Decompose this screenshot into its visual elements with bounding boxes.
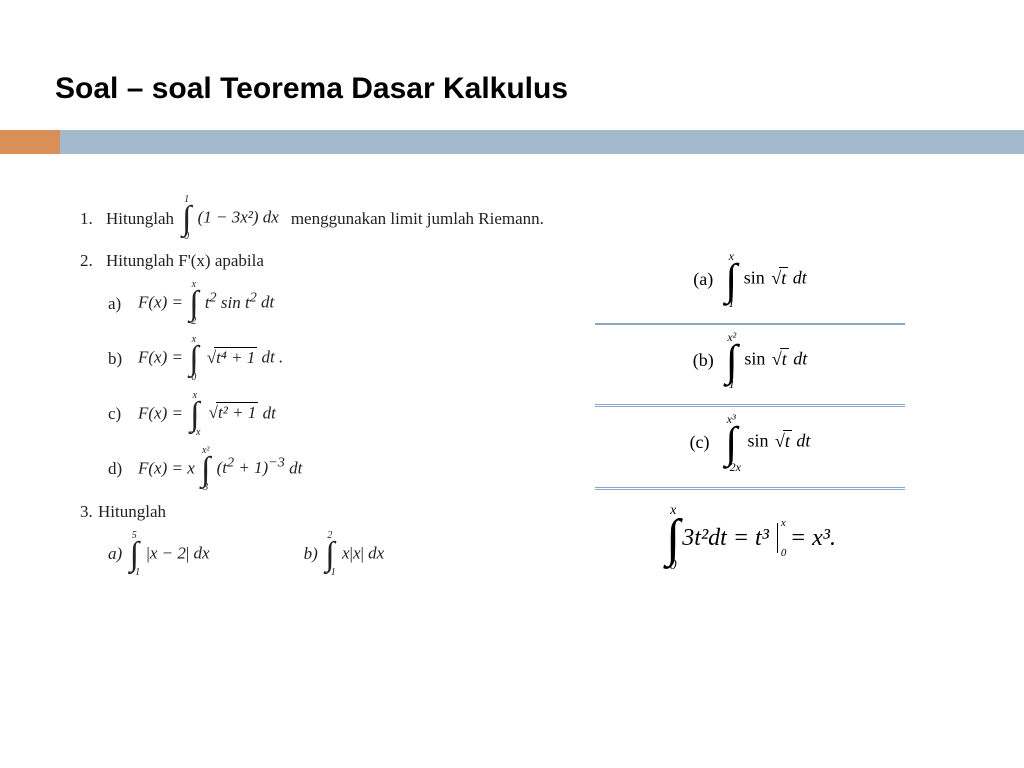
q3-number: 3. bbox=[80, 501, 98, 523]
q2-header: 2. Hitunglah F'(x) apabila bbox=[80, 250, 560, 272]
right-item-a: (a) x ∫ 1 sin t dt bbox=[595, 246, 905, 325]
accent-bar bbox=[0, 130, 1024, 154]
q3b: b) 2 ∫ −1 xx dx bbox=[290, 531, 385, 578]
q2a: a) F(x) = x ∫ 2 t2 sin t2 dt bbox=[80, 280, 560, 327]
q3a: a) 5 ∫ −1 x − 2 dx bbox=[94, 531, 210, 578]
left-content: 1. Hitunglah 1 ∫ 0 (1 − 3x²) dx mengguna… bbox=[80, 195, 560, 578]
q2d: d) F(x) = x x² ∫ 3 (t2 + 1)−3 dt bbox=[80, 446, 560, 493]
right-bottom-equation: x ∫ 0 3t² dt = t³ x 0 = x³. bbox=[595, 504, 905, 574]
q1-post-text: menggunakan limit jumlah Riemann. bbox=[291, 208, 544, 230]
q1-row: 1. Hitunglah 1 ∫ 0 (1 − 3x²) dx mengguna… bbox=[80, 195, 560, 242]
q2b: b) F(x) = x ∫ 0 t⁴ + 1 dt . bbox=[80, 335, 560, 382]
q1-pre-text: Hitunglah bbox=[106, 208, 174, 230]
q3-text: Hitunglah bbox=[98, 501, 166, 523]
accent-right-block bbox=[60, 130, 1024, 154]
q3-items: a) 5 ∫ −1 x − 2 dx b) 2 ∫ −1 xx dx bbox=[94, 531, 560, 578]
q1-integral: 1 ∫ 0 (1 − 3x²) dx bbox=[180, 195, 279, 242]
q3-header: 3. Hitunglah bbox=[80, 501, 560, 523]
q1-number: 1. bbox=[80, 208, 106, 230]
q2c: c) F(x) = x ∫ −x t² + 1 dt bbox=[80, 391, 560, 438]
right-content: (a) x ∫ 1 sin t dt (b) x² ∫ 1 sin t dt (… bbox=[595, 246, 905, 573]
q2-text: Hitunglah F'(x) apabila bbox=[106, 250, 264, 272]
right-item-b: (b) x² ∫ 1 sin t dt bbox=[595, 327, 905, 407]
q2-number: 2. bbox=[80, 250, 106, 272]
slide-title: Soal – soal Teorema Dasar Kalkulus bbox=[55, 72, 568, 106]
accent-left-block bbox=[0, 130, 60, 154]
right-item-c: (c) x³ ∫ −2x sin t dt bbox=[595, 409, 905, 489]
